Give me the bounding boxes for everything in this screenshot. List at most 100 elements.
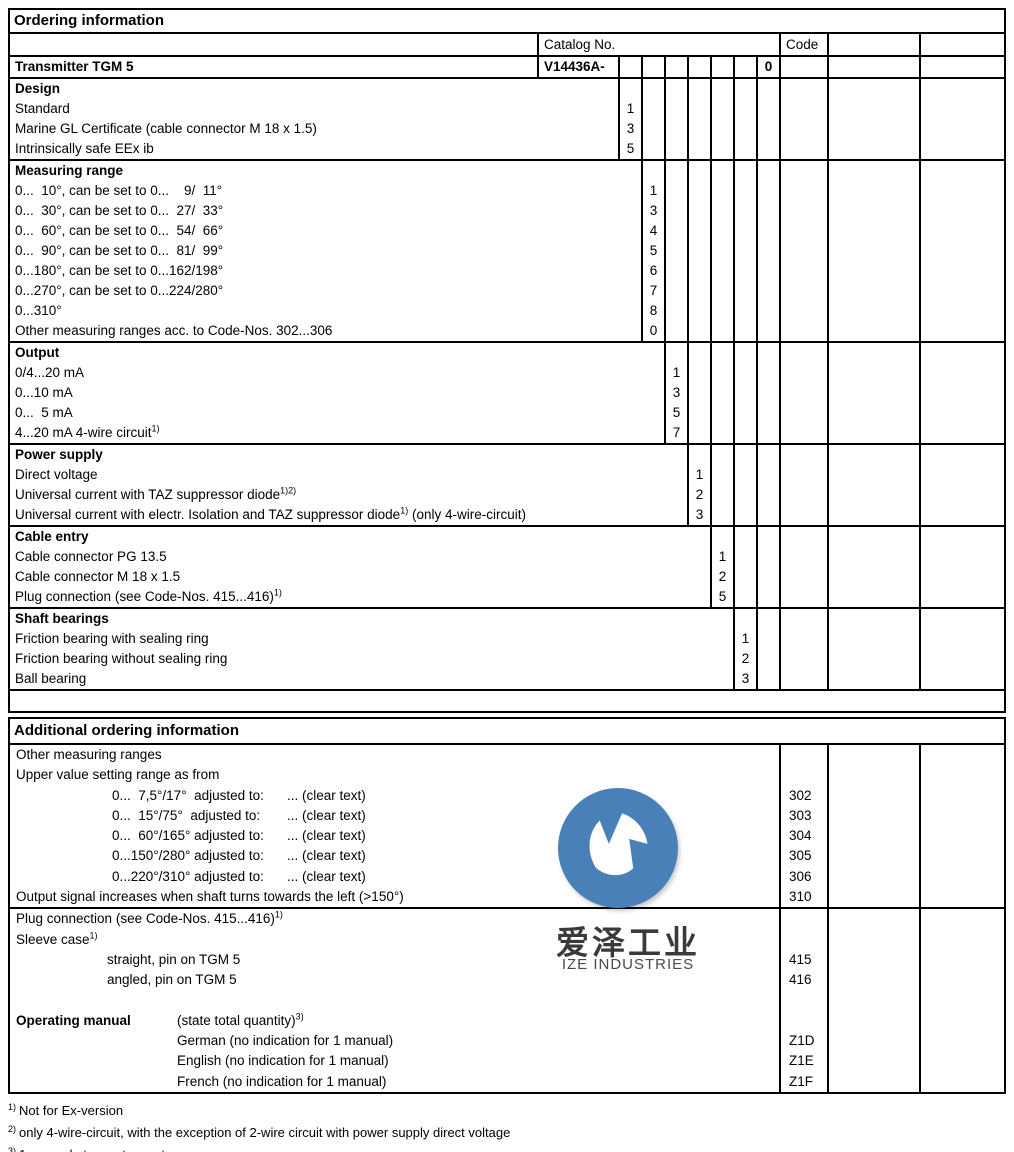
row-label: 0... 15°/75° adjusted to:... (clear text… — [112, 807, 366, 823]
code-cell: 306 — [779, 866, 827, 888]
table-row: Direct voltage 1 — [10, 465, 1004, 485]
table-row: 0... 90°, can be set to 0... 81/ 99° 5 — [10, 241, 1004, 261]
section-shaft-bearings: Shaft bearings Friction bearing with sea… — [10, 607, 1004, 689]
row-label: 4...20 mA 4-wire circuit1) — [15, 423, 160, 440]
section-title: Measuring range — [15, 163, 124, 178]
row-label: Universal current with TAZ suppressor di… — [15, 485, 297, 502]
table-row: Marine GL Certificate (cable connector M… — [10, 119, 1004, 139]
digit-cell: 8 — [641, 301, 664, 321]
table-row: 0... 5 mA 5 — [10, 403, 1004, 423]
watermark-chinese-text: 爱泽工业 — [556, 924, 700, 961]
row-label: French (no indication for 1 manual) — [177, 1073, 387, 1089]
table-row: Standard 1 — [10, 99, 1004, 119]
table-row: Universal current with electr. Isolation… — [10, 505, 1004, 525]
table-row: straight, pin on TGM 5 415 — [10, 949, 1004, 971]
digit-cell: 5 — [641, 241, 664, 261]
section-header-row: Design — [10, 79, 1004, 99]
table-row: 0...270°, can be set to 0...224/280° 7 — [10, 281, 1004, 301]
row-label — [10, 991, 779, 1011]
table-row: 0... 15°/75° adjusted to:... (clear text… — [10, 805, 1004, 827]
table-row: 0...310° 8 — [10, 301, 1004, 321]
row-label: Friction bearing without sealing ring — [15, 651, 228, 666]
digit-cell: 5 — [618, 139, 641, 159]
catalog-no-header: Catalog No. — [537, 34, 779, 55]
table-row: Other measuring ranges — [10, 745, 1004, 766]
ize-logo-icon — [556, 787, 680, 909]
row-label: 0... 7,5°/17° adjusted to:... (clear tex… — [112, 787, 366, 803]
digit-cell: 6 — [641, 261, 664, 281]
row-label: Sleeve case1) — [16, 930, 98, 947]
table-row: Upper value setting range as from — [10, 765, 1004, 786]
row-label: Cable connector PG 13.5 — [15, 549, 167, 564]
row-label: Operating manual (state total quantity)3) — [16, 1011, 304, 1028]
table-row: Ball bearing 3 — [10, 669, 1004, 689]
digit-cell: 2 — [733, 649, 756, 669]
digit-cell: 1 — [618, 99, 641, 119]
row-label: Other measuring ranges acc. to Code-Nos.… — [15, 323, 333, 338]
digit-cell — [641, 57, 664, 77]
digit-cell: 1 — [733, 629, 756, 649]
section-title: Cable entry — [15, 529, 89, 544]
row-label: angled, pin on TGM 5 — [107, 972, 237, 988]
row-label: Other measuring ranges — [16, 747, 162, 762]
row-label: Universal current with electr. Isolation… — [15, 505, 526, 522]
digit-cell: 4 — [641, 221, 664, 241]
section-cable-entry: Cable entry Cable connector PG 13.5 1 Ca… — [10, 525, 1004, 607]
footnote: 1) Not for Ex-version — [8, 1101, 124, 1119]
digit-cell: 5 — [710, 587, 733, 607]
digit-cell: 3 — [618, 119, 641, 139]
row-label: 0... 90°, can be set to 0... 81/ 99° — [15, 243, 224, 258]
table-row: Intrinsically safe EEx ib 5 — [10, 139, 1004, 159]
row-label: 0...310° — [15, 303, 62, 318]
row-label: Intrinsically safe EEx ib — [15, 141, 154, 156]
product-name: Transmitter TGM 5 — [15, 59, 134, 74]
table-row: 0...10 mA 3 — [10, 383, 1004, 403]
table-row: Other measuring ranges acc. to Code-Nos.… — [10, 321, 1004, 341]
digit-cell: 3 — [664, 383, 687, 403]
digit-cell: 5 — [664, 403, 687, 423]
fixed-digit-cell: 0 — [756, 57, 779, 77]
row-label: Plug connection (see Code-Nos. 415...416… — [16, 909, 283, 927]
table-row: Friction bearing without sealing ring 2 — [10, 649, 1004, 669]
row-label: 0... 60°, can be set to 0... 54/ 66° — [15, 223, 224, 238]
digit-cell — [710, 57, 733, 77]
ordering-table-title: Ordering information — [10, 10, 1004, 34]
code-header: Code — [779, 34, 827, 55]
digit-cell: 1 — [641, 181, 664, 201]
ordering-table: Ordering information Catalog No. Code Tr… — [8, 8, 1006, 713]
row-label: 0... 60°/165° adjusted to:... (clear tex… — [112, 828, 366, 844]
catalog-prefix: V14436A- — [537, 57, 618, 77]
row-label: 0...220°/310° adjusted to:... (clear tex… — [112, 868, 366, 884]
row-label: 0... 30°, can be set to 0... 27/ 33° — [15, 203, 224, 218]
code-cell: Z1E — [779, 1051, 827, 1072]
digit-cell: 3 — [733, 669, 756, 689]
table-row: 0... 30°, can be set to 0... 27/ 33° 3 — [10, 201, 1004, 221]
table-row: 0... 60°, can be set to 0... 54/ 66° 4 — [10, 221, 1004, 241]
row-label: German (no indication for 1 manual) — [177, 1033, 394, 1049]
table-row: 0...150°/280° adjusted to:... (clear tex… — [10, 846, 1004, 867]
empty-cell — [10, 34, 537, 55]
table-row: Friction bearing with sealing ring 1 — [10, 629, 1004, 649]
digit-cell: 1 — [687, 465, 710, 485]
additional-block-plug-manual: Plug connection (see Code-Nos. 415...416… — [10, 907, 1004, 1093]
code-cell: 303 — [779, 805, 827, 827]
section-title: Shaft bearings — [15, 611, 109, 626]
section-title: Design — [15, 81, 61, 96]
table-row: angled, pin on TGM 5 416 — [10, 970, 1004, 991]
footnote: 2) only 4-wire-circuit, with the exceptio… — [8, 1123, 511, 1141]
code-cell: 416 — [779, 970, 827, 991]
table-row: English (no indication for 1 manual) Z1E — [10, 1051, 1004, 1072]
table-row: Plug connection (see Code-Nos. 415...416… — [10, 909, 1004, 930]
table-row: 0/4...20 mA 1 — [10, 363, 1004, 383]
content: Ordering information Catalog No. Code Tr… — [8, 8, 1006, 1152]
row-label: Plug connection (see Code-Nos. 415...416… — [15, 587, 282, 604]
code-cell: 310 — [779, 887, 827, 908]
section-title: Output — [15, 345, 60, 360]
additional-ordering-table: Additional ordering information Other me… — [8, 717, 1006, 1095]
code-cell — [779, 57, 827, 77]
table-row: French (no indication for 1 manual) Z1F — [10, 1071, 1004, 1093]
row-label: 0... 5 mA — [15, 405, 73, 420]
section-header-row: Shaft bearings — [10, 609, 1004, 629]
spacer-row — [10, 689, 1004, 711]
